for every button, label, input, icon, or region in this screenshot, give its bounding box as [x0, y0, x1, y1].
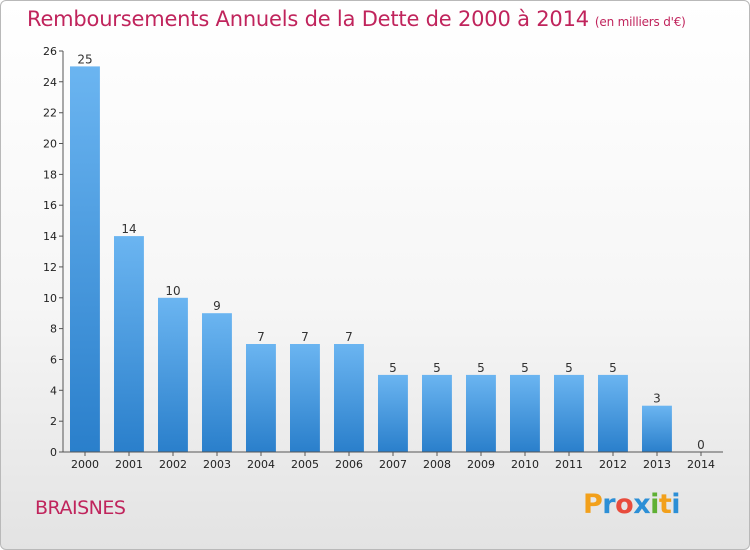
bar-2013: [642, 405, 672, 452]
logo-letter: i: [671, 489, 681, 520]
y-tick-label-20: 20: [43, 138, 57, 151]
logo-letter: o: [615, 489, 634, 520]
value-label-2008: 5: [433, 361, 441, 375]
value-label-2000: 25: [77, 52, 92, 66]
value-label-2001: 14: [121, 222, 136, 236]
value-label-2004: 7: [257, 330, 265, 344]
bar-2009: [466, 374, 496, 452]
bar-2001: [114, 236, 144, 452]
x-tick-label-2004: 2004: [247, 458, 275, 471]
x-tick-label-2013: 2013: [643, 458, 671, 471]
bar-2000: [70, 66, 100, 453]
y-tick-label-16: 16: [43, 199, 57, 212]
bar-2005: [290, 344, 320, 452]
value-label-2012: 5: [609, 361, 617, 375]
logo-letter: P: [583, 489, 603, 520]
logo-letter: x: [633, 489, 651, 520]
y-tick-label-4: 4: [50, 384, 57, 397]
y-tick-label-14: 14: [43, 230, 57, 243]
x-tick-label-2014: 2014: [687, 458, 715, 471]
y-tick-label-22: 22: [43, 107, 57, 120]
value-label-2007: 5: [389, 361, 397, 375]
value-label-2006: 7: [345, 330, 353, 344]
value-label-2014: 0: [697, 438, 705, 452]
value-label-2009: 5: [477, 361, 485, 375]
y-tick-label-10: 10: [43, 292, 57, 305]
y-tick-label-18: 18: [43, 168, 57, 181]
y-tick-label-12: 12: [43, 261, 57, 274]
y-tick-label-0: 0: [50, 446, 57, 459]
value-label-2003: 9: [213, 299, 221, 313]
x-tick-label-2010: 2010: [511, 458, 539, 471]
y-tick-label-2: 2: [50, 415, 57, 428]
y-tick-label-6: 6: [50, 354, 57, 367]
chart-unit: (en milliers d'€): [594, 15, 686, 29]
commune-name: BRAISNES: [35, 497, 126, 519]
y-tick-label-8: 8: [50, 323, 57, 336]
y-tick-label-26: 26: [43, 45, 57, 58]
x-tick-label-2005: 2005: [291, 458, 319, 471]
chart-title-text: Remboursements Annuels de la Dette de 20…: [27, 7, 589, 31]
value-label-2005: 7: [301, 330, 309, 344]
bar-2011: [554, 374, 584, 452]
value-label-2013: 3: [653, 392, 661, 406]
x-tick-label-2008: 2008: [423, 458, 451, 471]
x-tick-label-2007: 2007: [379, 458, 407, 471]
logo-letter: r: [602, 489, 616, 520]
bar-2012: [598, 374, 628, 452]
bar-2008: [422, 374, 452, 452]
value-label-2010: 5: [521, 361, 529, 375]
bar-2004: [246, 344, 276, 452]
y-tick-label-24: 24: [43, 76, 57, 89]
x-tick-label-2000: 2000: [71, 458, 99, 471]
proxiti-logo: Proxiti: [583, 489, 681, 520]
x-tick-label-2003: 2003: [203, 458, 231, 471]
bar-2003: [202, 313, 232, 452]
chart-title: Remboursements Annuels de la Dette de 20…: [27, 7, 686, 31]
x-tick-label-2011: 2011: [555, 458, 583, 471]
bar-2010: [510, 374, 540, 452]
bar-2007: [378, 374, 408, 452]
bar-2006: [334, 344, 364, 452]
x-tick-label-2012: 2012: [599, 458, 627, 471]
value-label-2002: 10: [165, 284, 180, 298]
x-tick-label-2001: 2001: [115, 458, 143, 471]
x-tick-label-2006: 2006: [335, 458, 363, 471]
logo-letter: i: [650, 489, 659, 520]
x-tick-label-2009: 2009: [467, 458, 495, 471]
x-tick-label-2002: 2002: [159, 458, 187, 471]
value-label-2011: 5: [565, 361, 573, 375]
logo-letter: t: [658, 489, 672, 520]
bar-2002: [158, 297, 188, 452]
